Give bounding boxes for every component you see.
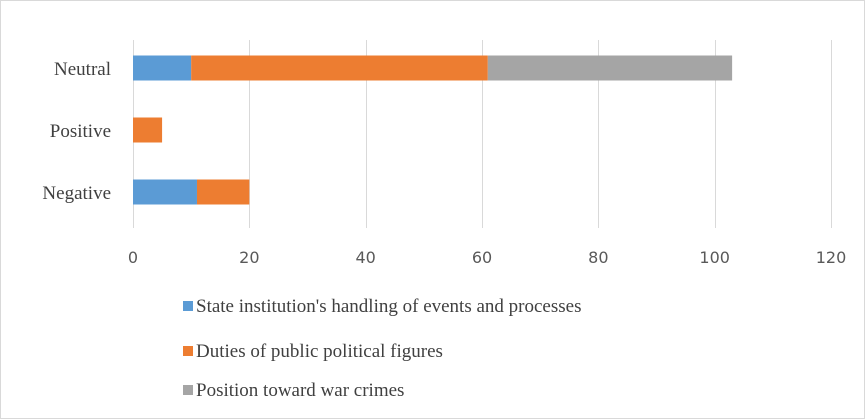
x-tick-label: 60 (472, 248, 492, 267)
bar-segment (196, 179, 250, 205)
x-tick-label: 120 (816, 248, 847, 267)
bar-segment (487, 55, 733, 81)
legend-swatch (183, 385, 193, 395)
category-labels: Neutral Positive Negative (42, 59, 111, 204)
bar-segment (133, 117, 163, 143)
x-tick-label: 100 (699, 248, 730, 267)
x-tick-labels: 0 20 40 60 80 100 120 (128, 248, 846, 267)
category-label: Negative (42, 183, 111, 204)
legend-swatch (183, 346, 193, 356)
x-tick-label: 0 (128, 248, 138, 267)
legend-label: State institution's handling of events a… (196, 296, 581, 317)
legend-label: Position toward war crimes (196, 380, 404, 401)
bar-segments (133, 55, 733, 205)
x-tick-label: 80 (588, 248, 608, 267)
bar-segment (191, 55, 488, 81)
x-tick-label: 20 (239, 248, 259, 267)
bar-segment (133, 55, 192, 81)
category-label: Neutral (54, 59, 111, 80)
bar-segment (133, 179, 197, 205)
x-tick-label: 40 (355, 248, 375, 267)
legend: State institution's handling of events a… (183, 296, 581, 401)
legend-swatch (183, 301, 193, 311)
category-label: Positive (50, 121, 111, 142)
legend-label: Duties of public political figures (196, 341, 443, 362)
